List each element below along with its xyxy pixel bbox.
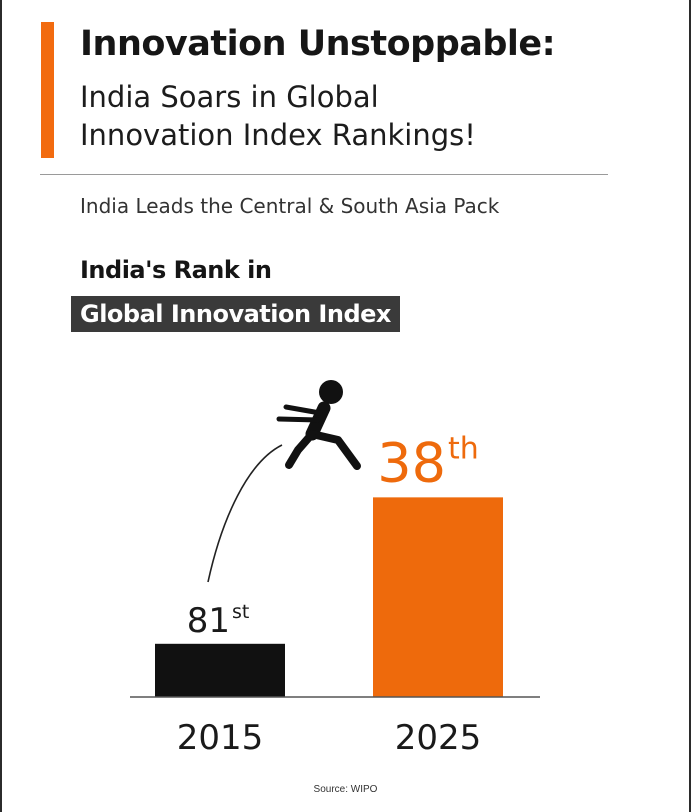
chart-label-line-1: India's Rank in	[80, 256, 272, 284]
page-subtitle-line-1: India Soars in Global	[80, 80, 379, 114]
page-title: Innovation Unstoppable:	[80, 24, 556, 64]
tagline: India Leads the Central & South Asia Pac…	[80, 194, 500, 218]
source-note: Source: WIPO	[313, 784, 378, 795]
jumping-person-icon	[276, 380, 361, 470]
bar-2015	[155, 643, 285, 697]
page-subtitle-line-2: Innovation Index Rankings!	[80, 118, 476, 152]
jump-arc	[207, 444, 283, 583]
category-label-2015: 2015	[177, 718, 264, 758]
frame-border-right	[689, 0, 691, 812]
category-label-2025: 2025	[395, 718, 482, 758]
header-divider	[40, 174, 608, 175]
frame-border-left	[0, 0, 2, 812]
value-label-2025: 38th	[377, 431, 479, 494]
title-accent-bar	[41, 22, 54, 158]
bar-2025	[373, 497, 503, 697]
page-subtitle: India Soars in Global Innovation Index R…	[80, 78, 640, 154]
chart-label-line-2: Global Innovation Index	[71, 296, 400, 332]
